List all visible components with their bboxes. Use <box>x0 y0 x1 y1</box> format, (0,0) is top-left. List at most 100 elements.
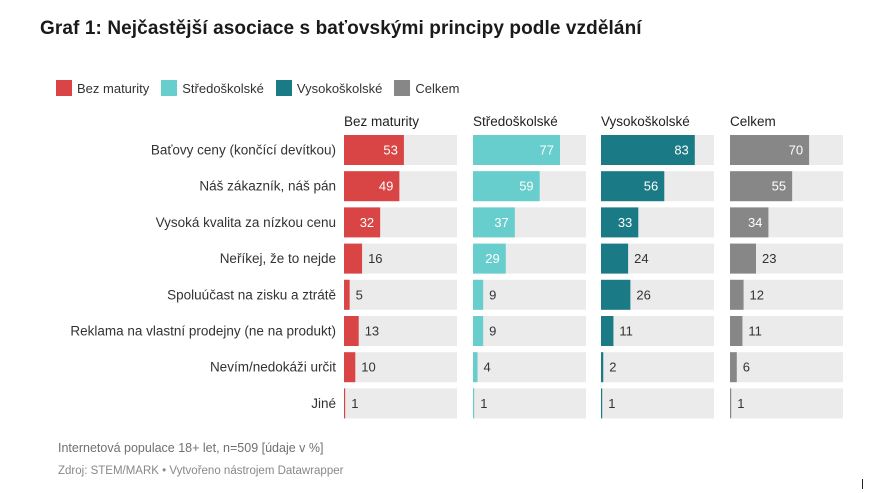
bar-track <box>473 316 586 346</box>
bar-vysokoskolske-5 <box>601 279 631 310</box>
bar-stredoskolske-3 <box>473 207 515 238</box>
legend-swatch <box>56 80 72 96</box>
bar-track <box>601 352 714 383</box>
bar-track <box>730 279 843 310</box>
bar-celkem-1 <box>730 135 810 165</box>
legend-item-vysokoskolske: Vysokoškolské <box>275 80 383 96</box>
value-label-celkem-1: 70 <box>789 143 803 158</box>
value-label-bez-maturity-8: 1 <box>351 396 358 411</box>
value-label-vysokoskolske-8: 1 <box>608 396 615 411</box>
panel-header-vysokoskolske: Vysokoškolské <box>601 114 690 129</box>
bar-stredoskolske-2 <box>473 171 540 202</box>
category-label-3: Vysoká kvalita za nízkou cenu <box>156 215 336 230</box>
category-label-5: Spoluúčast na zisku a ztrátě <box>167 287 336 302</box>
value-label-celkem-6: 11 <box>748 324 762 339</box>
value-label-stredoskolske-7: 4 <box>484 360 491 375</box>
bar-stredoskolske-7 <box>473 352 478 383</box>
legend-label: Celkem <box>415 80 460 96</box>
chart-source: Zdroj: STEM/MARK • Vytvořeno nástrojem D… <box>58 465 344 477</box>
value-label-stredoskolske-5: 9 <box>489 287 496 302</box>
text-cursor <box>862 479 863 489</box>
chart-notes: Internetová populace 18+ let, n=509 [úda… <box>58 441 324 455</box>
value-label-vysokoskolske-2: 56 <box>644 179 658 194</box>
bar-bez-maturity-7 <box>344 352 356 383</box>
bar-track <box>344 243 457 274</box>
value-label-stredoskolske-8: 1 <box>480 396 487 411</box>
bar-stredoskolske-1 <box>473 135 561 165</box>
value-label-vysokoskolske-6: 11 <box>619 324 633 339</box>
bar-bez-maturity-5 <box>344 279 350 310</box>
value-label-celkem-8: 1 <box>737 396 744 411</box>
legend-item-stredoskolske: Středoškolské <box>161 80 264 96</box>
bar-vysokoskolske-7 <box>601 352 604 383</box>
value-label-celkem-2: 55 <box>772 179 786 194</box>
legend-item-bez-maturity: Bez maturity <box>56 80 149 96</box>
value-label-stredoskolske-3: 37 <box>494 215 508 230</box>
bar-stredoskolske-6 <box>473 316 484 346</box>
value-label-bez-maturity-6: 13 <box>365 324 379 339</box>
legend-swatch <box>161 80 178 96</box>
legend: Bez maturity Středoškolské Vysokoškolské Ce… <box>56 80 471 96</box>
legend-swatch <box>275 80 292 96</box>
value-label-bez-maturity-7: 10 <box>361 360 375 375</box>
bar-vysokoskolske-1 <box>601 135 695 165</box>
value-label-bez-maturity-5: 5 <box>356 287 363 302</box>
value-label-celkem-5: 12 <box>750 287 764 302</box>
bar-stredoskolske-4 <box>473 243 506 274</box>
value-label-vysokoskolske-5: 26 <box>636 287 650 302</box>
panel-header-celkem: Celkem <box>730 114 776 129</box>
bar-vysokoskolske-3 <box>601 207 639 238</box>
bar-celkem-5 <box>730 279 744 310</box>
bar-track <box>344 279 457 310</box>
bar-celkem-7 <box>730 352 737 383</box>
bar-track <box>730 388 843 419</box>
category-label-7: Nevím/nedokáži určit <box>210 360 336 375</box>
value-label-celkem-3: 34 <box>748 215 762 230</box>
bar-track <box>473 279 586 310</box>
value-label-vysokoskolske-3: 33 <box>618 215 632 230</box>
bar-bez-maturity-6 <box>344 316 359 346</box>
value-label-bez-maturity-3: 32 <box>360 215 374 230</box>
value-label-stredoskolske-1: 77 <box>540 143 554 158</box>
value-label-bez-maturity-1: 53 <box>383 143 397 158</box>
value-label-stredoskolske-4: 29 <box>485 251 499 266</box>
value-label-vysokoskolske-1: 83 <box>674 143 688 158</box>
bar-celkem-2 <box>730 171 793 202</box>
legend-swatch <box>394 80 411 96</box>
category-label-2: Náš zákazník, náš pán <box>199 179 336 194</box>
category-label-8: Jiné <box>311 396 336 411</box>
bar-vysokoskolske-8 <box>601 388 603 419</box>
value-label-stredoskolske-6: 9 <box>489 324 496 339</box>
legend-label: Vysokoškolské <box>296 80 383 96</box>
bar-vysokoskolske-2 <box>601 171 665 202</box>
bar-bez-maturity-8 <box>344 388 346 419</box>
bar-vysokoskolske-4 <box>601 243 629 274</box>
bar-celkem-8 <box>730 388 732 419</box>
bar-track <box>601 316 714 346</box>
legend-label: Bez maturity <box>77 80 150 96</box>
bar-bez-maturity-2 <box>344 171 400 202</box>
bar-track <box>730 316 843 346</box>
bar-track <box>473 388 586 419</box>
legend-item-celkem: Celkem <box>394 80 459 96</box>
bar-stredoskolske-8 <box>473 388 475 419</box>
bar-track <box>344 316 457 346</box>
category-label-4: Neříkej, že to nejde <box>220 251 336 266</box>
bar-track <box>344 352 457 383</box>
bar-stredoskolske-5 <box>473 279 484 310</box>
bar-track <box>473 352 586 383</box>
category-label-1: Baťovy ceny (končící devítkou) <box>151 143 336 158</box>
bar-celkem-4 <box>730 243 756 274</box>
legend-label: Středoškolské <box>182 80 264 96</box>
bar-bez-maturity-3 <box>344 207 381 238</box>
bar-celkem-3 <box>730 207 769 238</box>
bar-celkem-6 <box>730 316 743 346</box>
panel-header-bez-maturity: Bez maturity <box>344 114 419 129</box>
value-label-vysokoskolske-7: 2 <box>609 360 616 375</box>
category-label-6: Reklama na vlastní prodejny (ne na produ… <box>70 324 336 339</box>
panel-header-stredoskolske: Středoškolské <box>473 114 558 129</box>
chart-title: Graf 1: Nejčastější asociace s baťovským… <box>40 18 642 39</box>
bar-vysokoskolske-6 <box>601 316 614 346</box>
value-label-bez-maturity-2: 49 <box>379 179 393 194</box>
